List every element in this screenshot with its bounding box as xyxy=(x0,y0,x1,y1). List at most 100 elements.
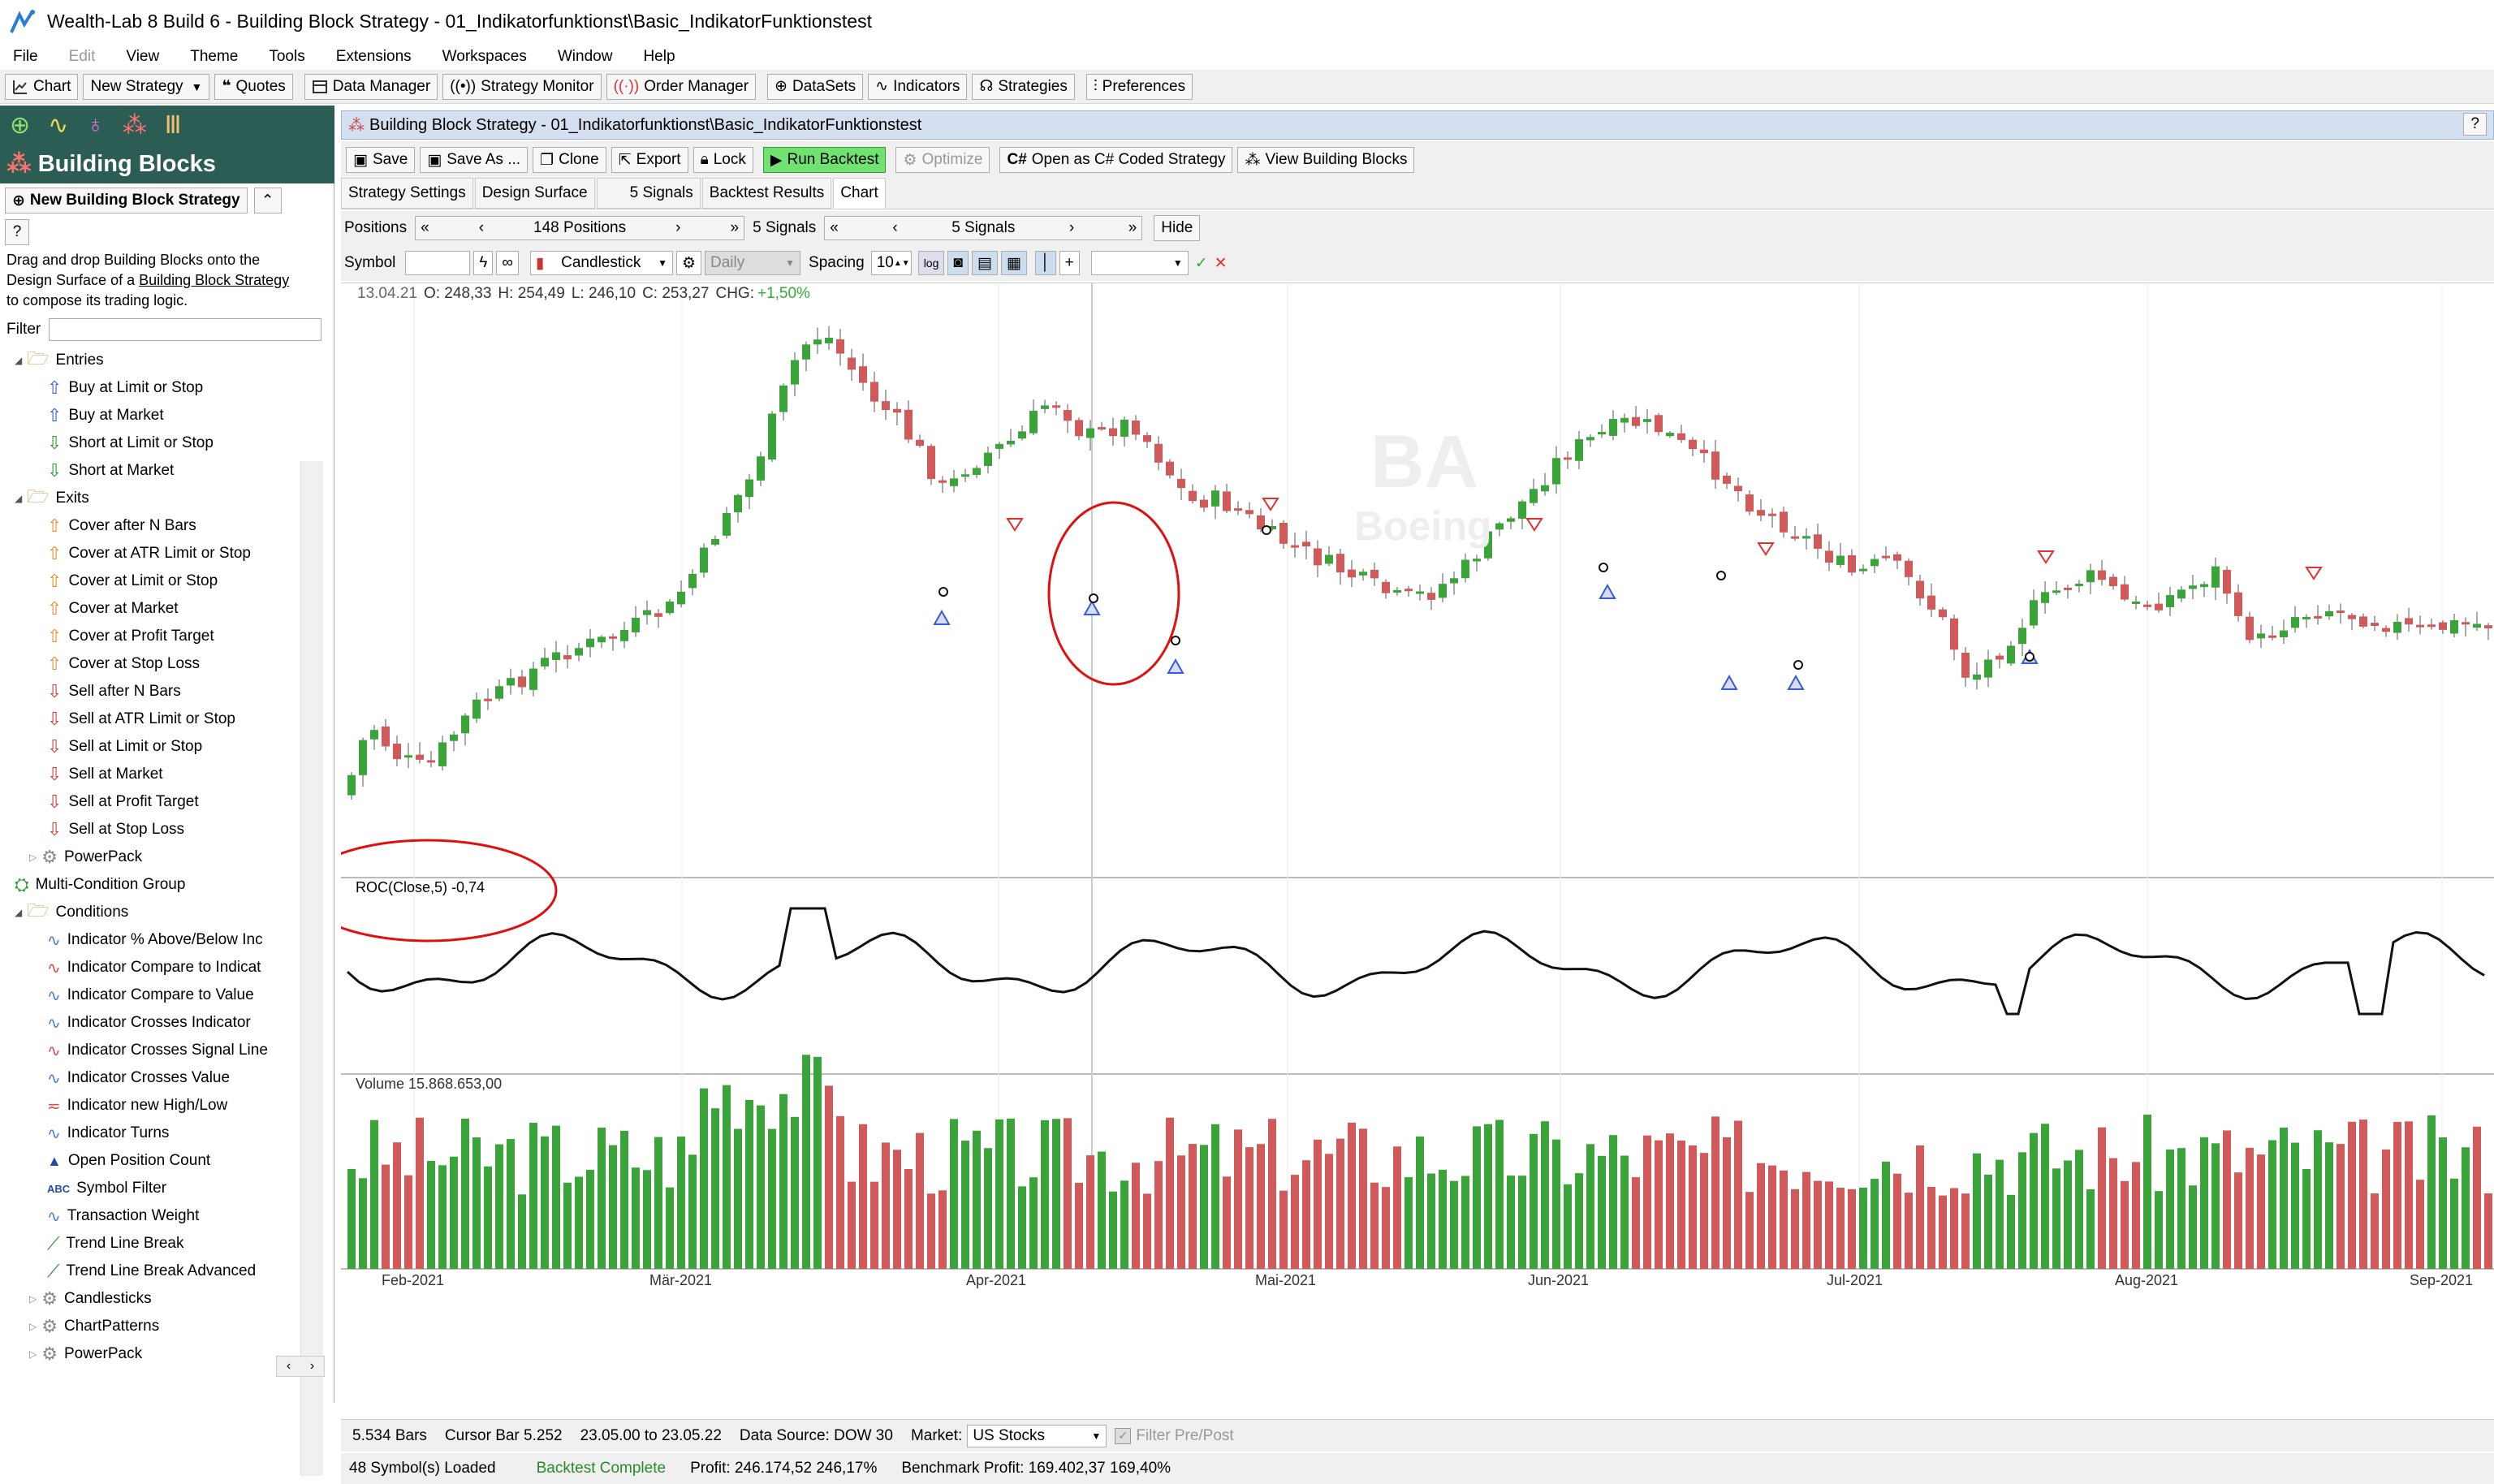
tree-item[interactable]: ▲ Open Position Count xyxy=(47,1148,210,1174)
tree-item[interactable]: ⟋ Trend Line Break Advanced xyxy=(47,1258,256,1284)
menu-edit[interactable]: Edit xyxy=(68,48,96,65)
tree-item[interactable]: ⇩ Sell at Profit Target xyxy=(47,789,199,815)
new-building-block-strategy-button[interactable]: ⊕ New Building Block Strategy xyxy=(5,188,248,214)
preferences-button[interactable]: ⫶ Preferences xyxy=(1085,73,1193,100)
bb-strategy-link[interactable]: Building Block Strategy xyxy=(139,272,290,288)
menu-extensions[interactable]: Extensions xyxy=(335,48,412,65)
window-button[interactable]: ▦ xyxy=(1000,251,1027,275)
first-icon[interactable]: « xyxy=(830,219,839,236)
datasets-button[interactable]: ⊕ DataSets xyxy=(767,73,864,100)
hide-button[interactable]: Hide xyxy=(1154,215,1201,241)
next-icon[interactable]: › xyxy=(1068,219,1075,236)
menu-theme[interactable]: Theme xyxy=(190,48,239,65)
last-icon[interactable]: » xyxy=(730,219,740,236)
help-button[interactable]: ? xyxy=(5,219,29,245)
collapse-chevron-icon[interactable]: ▷ xyxy=(29,1321,37,1332)
positions-nav[interactable]: « ‹ 148 Positions › » xyxy=(415,216,745,240)
save-button[interactable]: ▣ Save xyxy=(346,147,416,173)
tree-item[interactable]: ∿ Indicator Compare to Indicat xyxy=(47,955,261,981)
tree-item[interactable]: ⇩ Sell at ATR Limit or Stop xyxy=(47,706,235,732)
tab-strategy-settings[interactable]: Strategy Settings xyxy=(341,177,473,209)
scroll-right-icon[interactable]: › xyxy=(309,1359,315,1373)
collapse-chevron-icon[interactable]: ▷ xyxy=(29,852,37,863)
symbol-input[interactable] xyxy=(405,251,471,275)
tree-scrollbar[interactable] xyxy=(300,461,323,1476)
menu-help[interactable]: Help xyxy=(643,48,675,65)
brain-icon[interactable]: ♁ xyxy=(86,111,105,138)
tree-item[interactable]: ⟋ Trend Line Break xyxy=(47,1231,183,1257)
close-icon[interactable]: ✕ xyxy=(1214,254,1228,272)
tree-item[interactable]: ◢ 🗁︎ Exits xyxy=(15,485,89,511)
tree-item[interactable]: ∿ Indicator Crosses Value xyxy=(47,1065,230,1091)
tree-item[interactable]: ⇧ Cover at ATR Limit or Stop xyxy=(47,541,251,567)
data-manager-button[interactable]: Data Manager xyxy=(304,73,438,100)
view-building-blocks-button[interactable]: ⁂ View Building Blocks xyxy=(1237,147,1415,173)
tree-item[interactable]: ∿ Indicator Compare to Value xyxy=(47,982,254,1008)
tree-item[interactable]: ∿ Indicator % Above/Below Inc xyxy=(47,927,263,953)
globe-icon[interactable]: ⊕ xyxy=(10,111,31,139)
check-icon[interactable]: ✓ xyxy=(1194,254,1208,272)
indicator-wave-icon[interactable]: ∿ xyxy=(48,111,69,139)
tree-item[interactable]: ⇧ Cover at Stop Loss xyxy=(47,651,200,677)
chart-settings-button[interactable]: ⚙ xyxy=(675,251,702,275)
collapse-chevron-icon[interactable]: ▷ xyxy=(29,1293,37,1305)
scroll-left-icon[interactable]: ‹ xyxy=(286,1359,291,1373)
optimize-button[interactable]: ⚙ Optimize xyxy=(895,147,990,173)
collapse-chevron-icon[interactable]: ▷ xyxy=(29,1348,37,1360)
filter-checkbox[interactable]: ✓ xyxy=(1115,1427,1132,1444)
chart-button[interactable]: Chart xyxy=(5,73,79,100)
last-icon[interactable]: » xyxy=(1128,219,1137,236)
run-backtest-button[interactable]: ▶ Run Backtest xyxy=(762,147,887,173)
tree-item[interactable]: ◢ 🗁︎ Entries xyxy=(15,347,104,373)
lock-button[interactable]: 🔒︎ Lock xyxy=(693,147,753,173)
save-as-button[interactable]: ▣ Save As ... xyxy=(420,147,529,173)
menu-window[interactable]: Window xyxy=(557,48,613,65)
tree-item[interactable]: ≂ Indicator new High/Low xyxy=(47,1093,227,1119)
filter-input[interactable] xyxy=(49,318,322,341)
chart-style-select[interactable]: ▮ Candlestick ▼ xyxy=(529,251,673,275)
tree-item[interactable]: ⇩ Short at Market xyxy=(47,458,174,484)
drawing-select[interactable]: ▼ xyxy=(1090,251,1189,275)
prev-icon[interactable]: ‹ xyxy=(478,219,485,236)
next-icon[interactable]: › xyxy=(675,219,681,236)
order-manager-button[interactable]: ((·)) Order Manager xyxy=(606,73,757,100)
tree-item[interactable]: ⇧ Cover at Market xyxy=(47,596,179,622)
tree-item[interactable]: ABC Symbol Filter xyxy=(47,1176,166,1201)
price-chart[interactable] xyxy=(341,283,2494,1420)
strategy-monitor-button[interactable]: ((•)) Strategy Monitor xyxy=(442,73,602,100)
scale-select[interactable]: Daily ▼ xyxy=(705,251,801,275)
log-scale-button[interactable]: log xyxy=(917,251,945,275)
indicators-button[interactable]: ∿ Indicators xyxy=(868,73,968,100)
tree-item[interactable]: ◢ 🗁︎ Conditions xyxy=(15,899,128,925)
crosshair-button[interactable]: + xyxy=(1059,251,1080,275)
tab-design-surface[interactable]: Design Surface xyxy=(474,177,595,209)
tree-item[interactable]: ⇩ Short at Limit or Stop xyxy=(47,430,214,456)
collapse-button[interactable]: ⌃ xyxy=(253,188,282,214)
tree-item[interactable]: ∿ Indicator Turns xyxy=(47,1120,169,1146)
link-button[interactable]: ∞ xyxy=(496,251,519,275)
tree-item[interactable]: ▷ ⚙ ChartPatterns xyxy=(29,1314,159,1339)
tree-item[interactable]: ▷ ⚙ Candlesticks xyxy=(29,1286,152,1312)
market-select[interactable]: US Stocks ▼ xyxy=(967,1424,1107,1447)
library-icon[interactable]: Ⅲ xyxy=(164,111,182,139)
prev-icon[interactable]: ‹ xyxy=(892,219,898,236)
export-button[interactable]: ⇱ Export xyxy=(611,147,688,173)
strategies-button[interactable]: ☊ Strategies xyxy=(972,73,1075,100)
pane-button[interactable]: ▤ xyxy=(971,251,998,275)
tree-hscroll[interactable]: ‹ › xyxy=(276,1356,325,1377)
tree-item[interactable]: ∿ Indicator Crosses Signal Line xyxy=(47,1038,268,1063)
tree-item[interactable]: ⇩ Sell at Market xyxy=(47,761,163,787)
menu-file[interactable]: File xyxy=(13,48,38,65)
open-csharp-button[interactable]: C# Open as C# Coded Strategy xyxy=(999,147,1233,173)
signals-nav[interactable]: « ‹ 5 Signals › » xyxy=(824,216,1143,240)
lightning-button[interactable]: ϟ xyxy=(473,251,494,275)
tab-backtest-results[interactable]: Backtest Results xyxy=(701,177,832,209)
new-strategy-button[interactable]: New Strategy ▼ xyxy=(83,73,210,100)
line-draw-button[interactable]: │ xyxy=(1034,251,1056,275)
spacing-stepper[interactable]: 10 ▲▼ xyxy=(870,251,912,275)
tree-item[interactable]: ▷ ⚙ PowerPack xyxy=(29,1341,142,1367)
first-icon[interactable]: « xyxy=(421,219,429,236)
expand-chevron-icon[interactable]: ◢ xyxy=(15,493,23,504)
menu-workspaces[interactable]: Workspaces xyxy=(442,48,527,65)
expand-chevron-icon[interactable]: ◢ xyxy=(15,907,23,918)
